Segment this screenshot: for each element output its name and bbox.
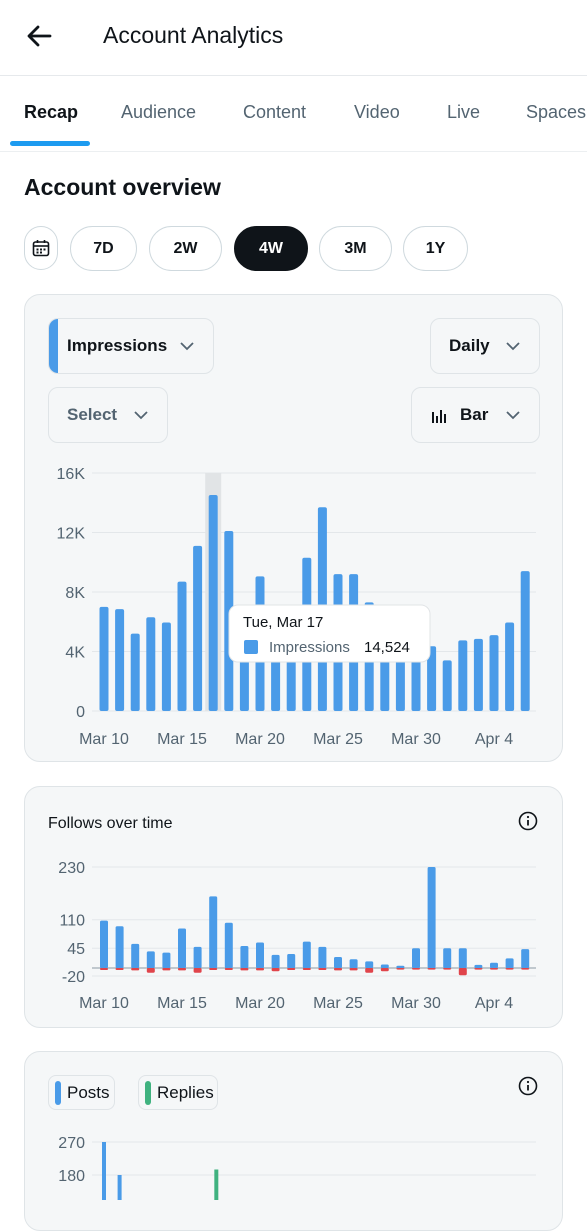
chart-type-label: Bar: [460, 405, 489, 424]
info-icon[interactable]: [518, 1076, 538, 1096]
posts-swatch: [55, 1080, 61, 1105]
replies-swatch: [145, 1080, 151, 1105]
chevron-down-icon: [506, 342, 520, 351]
legend-replies-label: Replies: [157, 1082, 214, 1102]
legend-posts-label: Posts: [67, 1082, 110, 1102]
range-7d-button[interactable]: 7D: [70, 226, 137, 271]
interval-dropdown[interactable]: Daily: [430, 318, 540, 374]
bar-chart-icon: [432, 410, 446, 423]
follows-title: Follows over time: [48, 815, 173, 832]
tab-spaces[interactable]: Spaces: [526, 102, 587, 122]
app-header: Account Analytics: [0, 0, 587, 76]
metric-dropdown[interactable]: Impressions: [48, 318, 214, 374]
follows-card: Follows over time: [24, 786, 563, 1028]
chevron-down-icon: [134, 411, 148, 420]
metric-label: Impressions: [67, 336, 168, 355]
tab-video[interactable]: Video: [354, 102, 400, 122]
compare-dropdown[interactable]: Select: [48, 387, 168, 443]
page-title: Account Analytics: [103, 22, 284, 48]
chevron-down-icon: [506, 411, 520, 420]
legend-posts[interactable]: Posts: [48, 1075, 115, 1110]
tab-live[interactable]: Live: [447, 102, 481, 122]
back-arrow-icon: [27, 25, 52, 47]
range-4w-button[interactable]: 4W: [234, 226, 308, 271]
tab-audience[interactable]: Audience: [121, 102, 197, 122]
info-icon[interactable]: [518, 811, 538, 831]
metric-color-bar: [49, 319, 58, 373]
range-2w-button[interactable]: 2W: [149, 226, 222, 271]
calendar-button[interactable]: [24, 226, 58, 270]
legend-replies[interactable]: Replies: [138, 1075, 218, 1110]
back-button[interactable]: [22, 18, 58, 54]
section-title: Account overview: [24, 174, 221, 200]
chart-type-dropdown[interactable]: Bar: [411, 387, 540, 443]
impressions-card: Impressions Daily Select Bar: [24, 294, 563, 762]
tab-bar: Recap Audience Content Video Live Spaces: [0, 76, 587, 152]
calendar-icon: [32, 240, 50, 257]
tab-recap[interactable]: Recap: [24, 102, 79, 122]
compare-label: Select: [67, 405, 118, 424]
active-tab-indicator: [10, 141, 90, 146]
range-3m-button[interactable]: 3M: [319, 226, 392, 271]
chevron-down-icon: [180, 342, 194, 351]
interval-label: Daily: [449, 336, 490, 355]
range-1y-button[interactable]: 1Y: [403, 226, 468, 271]
tab-content[interactable]: Content: [243, 102, 307, 122]
